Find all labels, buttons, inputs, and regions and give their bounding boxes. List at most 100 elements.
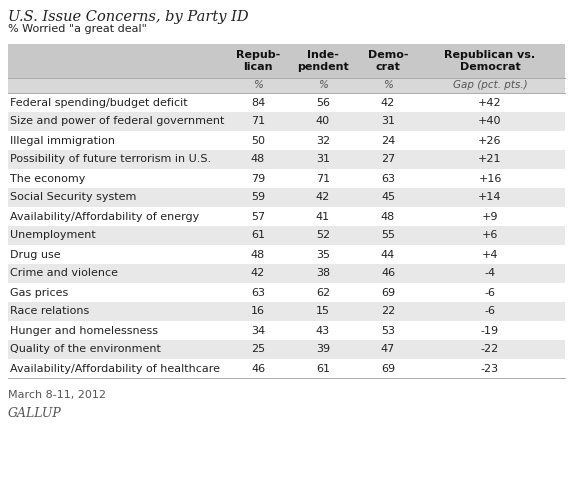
Text: 59: 59 (251, 192, 265, 203)
Text: 43: 43 (316, 325, 330, 336)
Bar (8, 150, 565, 169)
Bar (8, 207, 565, 226)
Text: %: % (318, 80, 328, 91)
Text: 46: 46 (251, 363, 265, 374)
Bar (8, 78, 565, 93)
Text: +16: +16 (478, 174, 502, 183)
Text: % Worried "a great deal": % Worried "a great deal" (8, 24, 147, 34)
Text: +6: +6 (482, 231, 498, 241)
Text: Hunger and homelessness: Hunger and homelessness (10, 325, 158, 336)
Text: 42: 42 (381, 98, 395, 107)
Text: +21: +21 (478, 154, 502, 165)
Text: Drug use: Drug use (10, 249, 61, 259)
Bar (8, 169, 565, 188)
Text: 69: 69 (381, 287, 395, 297)
Text: +4: +4 (482, 249, 498, 259)
Text: 25: 25 (251, 345, 265, 354)
Text: 61: 61 (251, 231, 265, 241)
Bar (8, 226, 565, 245)
Text: 39: 39 (316, 345, 330, 354)
Text: -6: -6 (484, 307, 495, 317)
Text: 32: 32 (316, 136, 330, 145)
Text: 47: 47 (381, 345, 395, 354)
Text: 48: 48 (251, 249, 265, 259)
Text: 42: 42 (316, 192, 330, 203)
Text: 61: 61 (316, 363, 330, 374)
Bar (8, 283, 565, 302)
Text: 24: 24 (381, 136, 395, 145)
Text: Federal spending/budget deficit: Federal spending/budget deficit (10, 98, 188, 107)
Text: Gas prices: Gas prices (10, 287, 68, 297)
Bar (8, 340, 565, 359)
Text: 71: 71 (251, 116, 265, 127)
Text: Gap (pct. pts.): Gap (pct. pts.) (453, 80, 528, 91)
Text: 50: 50 (251, 136, 265, 145)
Text: 41: 41 (316, 211, 330, 221)
Text: 35: 35 (316, 249, 330, 259)
Text: 45: 45 (381, 192, 395, 203)
Text: +40: +40 (478, 116, 502, 127)
Text: March 8-11, 2012: March 8-11, 2012 (8, 390, 106, 400)
Bar (8, 112, 565, 131)
Text: 31: 31 (381, 116, 395, 127)
Text: U.S. Issue Concerns, by Party ID: U.S. Issue Concerns, by Party ID (8, 10, 249, 24)
Text: 31: 31 (316, 154, 330, 165)
Text: +9: +9 (482, 211, 498, 221)
Text: -19: -19 (481, 325, 499, 336)
Bar (8, 302, 565, 321)
Text: Unemployment: Unemployment (10, 231, 96, 241)
Text: 52: 52 (316, 231, 330, 241)
Text: 15: 15 (316, 307, 330, 317)
Text: 27: 27 (381, 154, 395, 165)
Text: The economy: The economy (10, 174, 86, 183)
Text: 79: 79 (251, 174, 265, 183)
Text: -22: -22 (481, 345, 499, 354)
Bar (8, 188, 565, 207)
Text: Quality of the environment: Quality of the environment (10, 345, 161, 354)
Text: Availability/Affordability of healthcare: Availability/Affordability of healthcare (10, 363, 220, 374)
Text: -6: -6 (484, 287, 495, 297)
Text: 69: 69 (381, 363, 395, 374)
Text: 40: 40 (316, 116, 330, 127)
Text: -23: -23 (481, 363, 499, 374)
Text: +14: +14 (478, 192, 502, 203)
Text: Social Security system: Social Security system (10, 192, 137, 203)
Bar (8, 93, 565, 112)
Text: 55: 55 (381, 231, 395, 241)
Text: 63: 63 (251, 287, 265, 297)
Text: -4: -4 (484, 269, 495, 279)
Text: Republican vs.
Democrat: Republican vs. Democrat (444, 50, 536, 72)
Text: 16: 16 (251, 307, 265, 317)
Text: 57: 57 (251, 211, 265, 221)
Text: 53: 53 (381, 325, 395, 336)
Text: Possibility of future terrorism in U.S.: Possibility of future terrorism in U.S. (10, 154, 211, 165)
Bar (8, 321, 565, 340)
Text: %: % (253, 80, 263, 91)
Text: 48: 48 (251, 154, 265, 165)
Bar (8, 131, 565, 150)
Text: 63: 63 (381, 174, 395, 183)
Text: Inde-
pendent: Inde- pendent (297, 50, 349, 72)
Text: Size and power of federal government: Size and power of federal government (10, 116, 224, 127)
Text: 22: 22 (381, 307, 395, 317)
Text: 62: 62 (316, 287, 330, 297)
Bar (8, 359, 565, 378)
Bar (8, 264, 565, 283)
Text: 48: 48 (381, 211, 395, 221)
Text: 44: 44 (381, 249, 395, 259)
Text: GALLUP: GALLUP (8, 407, 62, 420)
Text: 38: 38 (316, 269, 330, 279)
Text: 56: 56 (316, 98, 330, 107)
Bar (8, 44, 565, 78)
Text: 42: 42 (251, 269, 265, 279)
Text: Illegal immigration: Illegal immigration (10, 136, 115, 145)
Text: %: % (383, 80, 393, 91)
Text: +26: +26 (478, 136, 502, 145)
Text: Crime and violence: Crime and violence (10, 269, 118, 279)
Text: 84: 84 (251, 98, 265, 107)
Text: Availability/Affordability of energy: Availability/Affordability of energy (10, 211, 199, 221)
Text: Race relations: Race relations (10, 307, 89, 317)
Text: +42: +42 (478, 98, 502, 107)
Text: Demo-
crat: Demo- crat (368, 50, 408, 72)
Text: 71: 71 (316, 174, 330, 183)
